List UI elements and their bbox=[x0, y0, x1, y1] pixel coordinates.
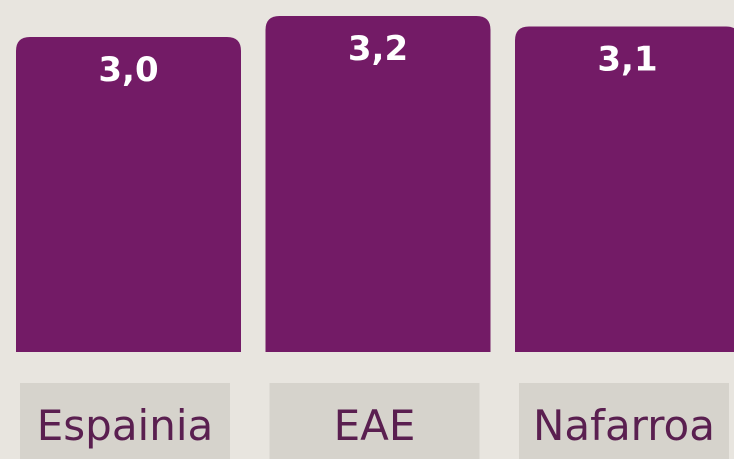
bar bbox=[515, 26, 734, 352]
x-tick-label: Espainia bbox=[37, 401, 214, 450]
x-tick-label: EAE bbox=[334, 401, 416, 450]
value-label: 3,2 bbox=[348, 29, 408, 69]
category-box bbox=[20, 383, 230, 459]
x-tick-label: Nafarroa bbox=[533, 401, 715, 450]
value-label: 3,0 bbox=[98, 50, 158, 90]
bar bbox=[16, 37, 241, 352]
category-box bbox=[269, 383, 480, 459]
bar bbox=[265, 16, 491, 352]
value-label: 3,1 bbox=[597, 40, 657, 80]
category-box bbox=[519, 383, 729, 459]
